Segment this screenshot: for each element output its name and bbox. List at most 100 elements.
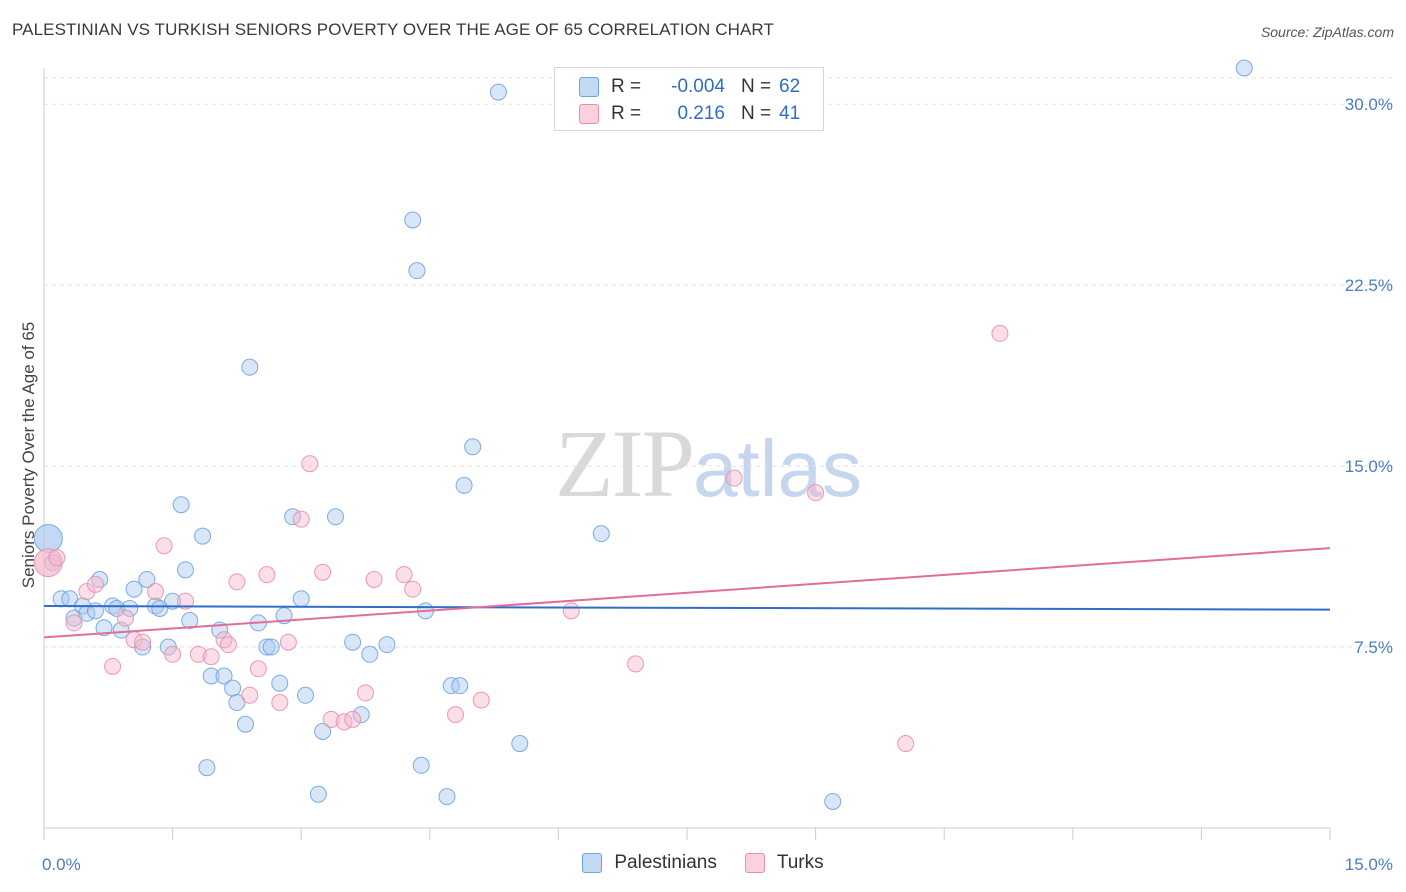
palestinians-point bbox=[241, 358, 259, 376]
palestinians-point bbox=[511, 735, 529, 753]
turks-point bbox=[279, 633, 297, 651]
palestinians-point bbox=[236, 715, 254, 733]
turks-point bbox=[202, 648, 220, 666]
palestinians-point bbox=[296, 686, 314, 704]
trend-lines bbox=[43, 547, 1331, 639]
palestinians-point bbox=[121, 599, 139, 617]
turks-point bbox=[991, 324, 1009, 342]
turks-point bbox=[725, 469, 743, 487]
turks-point bbox=[33, 548, 63, 578]
legend-row-palestinians: R = -0.004 N = 62 bbox=[579, 75, 800, 99]
watermark-zip: ZIP bbox=[555, 410, 695, 517]
turks-point bbox=[322, 710, 340, 728]
legend-swatch-palestinians bbox=[582, 853, 603, 873]
axes bbox=[43, 68, 1330, 829]
palestinians-point bbox=[215, 667, 233, 685]
palestinians-point bbox=[262, 638, 280, 656]
palestinians-point bbox=[198, 759, 216, 777]
x-tick-label-max: 15.0% bbox=[1345, 855, 1393, 874]
palestinians-point bbox=[412, 756, 430, 774]
x-tick-label-min: 0.0% bbox=[42, 855, 81, 874]
palestinians-point bbox=[352, 706, 370, 724]
turks-point bbox=[562, 602, 580, 620]
turks-point bbox=[249, 660, 267, 678]
turks-point bbox=[146, 583, 164, 601]
palestinians-point bbox=[824, 792, 842, 810]
palestinians-point bbox=[344, 633, 362, 651]
legend-swatch-palestinians bbox=[579, 77, 599, 97]
turks-point bbox=[292, 510, 310, 528]
turks-point bbox=[627, 655, 645, 673]
turks-point bbox=[48, 549, 66, 567]
palestinians-point bbox=[442, 677, 460, 695]
legend-item-palestinians: Palestinians bbox=[582, 852, 717, 874]
y-tick-label: 15.0% bbox=[1345, 457, 1393, 476]
watermark: ZIPatlas bbox=[555, 408, 862, 519]
turks-point bbox=[271, 694, 289, 712]
turks-point bbox=[807, 484, 825, 502]
legend-swatch-turks bbox=[744, 853, 765, 873]
turks-point bbox=[301, 455, 319, 473]
series-legend: Palestinians Turks bbox=[0, 852, 1406, 874]
palestinians-point bbox=[1235, 59, 1253, 77]
turks-point bbox=[258, 566, 276, 584]
turks-point bbox=[897, 735, 915, 753]
palestinians-point bbox=[404, 211, 422, 229]
palestinians-point bbox=[592, 525, 610, 543]
turks-point bbox=[395, 566, 413, 584]
y-tick-label: 22.5% bbox=[1345, 276, 1393, 295]
legend-r-value: -0.004 bbox=[671, 76, 725, 97]
turks-point bbox=[104, 657, 122, 675]
turks-point bbox=[404, 580, 422, 598]
turks-point bbox=[116, 609, 134, 627]
watermark-atlas: atlas bbox=[693, 424, 862, 513]
palestinians-point bbox=[489, 83, 507, 101]
palestinians-point bbox=[408, 262, 426, 280]
turks-point bbox=[176, 592, 194, 610]
turks-point bbox=[155, 537, 173, 555]
y-axis-label: Seniors Poverty Over the Age of 65 bbox=[19, 322, 38, 588]
legend-n-label: N = bbox=[741, 103, 772, 124]
palestinians-point bbox=[309, 785, 327, 803]
legend-n-label: N = bbox=[741, 76, 772, 97]
palestinians-point bbox=[292, 590, 310, 608]
legend-r-label: R = bbox=[611, 103, 642, 124]
palestinians-point bbox=[455, 476, 473, 494]
correlation-legend: R = -0.004 N = 62 R = 0.216 N = 41 bbox=[554, 67, 824, 131]
palestinians-point bbox=[224, 679, 242, 697]
palestinians-point bbox=[228, 694, 246, 712]
chart-source: Source: ZipAtlas.com bbox=[1260, 24, 1394, 40]
palestinians-point bbox=[65, 609, 83, 627]
turks-point bbox=[86, 575, 104, 593]
palestinians-point bbox=[181, 612, 199, 630]
palestinians-point bbox=[271, 674, 289, 692]
turks-point bbox=[447, 706, 465, 724]
palestinians-point bbox=[172, 496, 190, 514]
palestinians-point bbox=[134, 638, 152, 656]
legend-r-label: R = bbox=[611, 76, 642, 97]
palestinians-point bbox=[95, 619, 113, 637]
palestinians-point bbox=[361, 645, 379, 663]
palestinians-point bbox=[176, 561, 194, 579]
palestinians-points bbox=[33, 59, 1253, 810]
palestinians-point bbox=[194, 527, 212, 545]
turks-trend-line bbox=[43, 547, 1331, 639]
turks-point bbox=[65, 614, 83, 632]
palestinians-point bbox=[451, 677, 469, 695]
turks-point bbox=[189, 645, 207, 663]
legend-swatch-turks bbox=[579, 104, 599, 124]
palestinians-point bbox=[258, 638, 276, 656]
turks-point bbox=[219, 636, 237, 654]
turks-point bbox=[241, 686, 259, 704]
legend-n-value: 41 bbox=[779, 103, 801, 124]
palestinians-point bbox=[438, 788, 456, 806]
turks-point bbox=[314, 563, 332, 581]
palestinians-point bbox=[164, 592, 182, 610]
turks-point bbox=[134, 633, 152, 651]
y-tick-label: 7.5% bbox=[1354, 638, 1393, 657]
palestinians-point bbox=[125, 580, 143, 598]
turks-point bbox=[357, 684, 374, 702]
turks-point bbox=[472, 691, 490, 709]
palestinians-point bbox=[378, 636, 396, 654]
